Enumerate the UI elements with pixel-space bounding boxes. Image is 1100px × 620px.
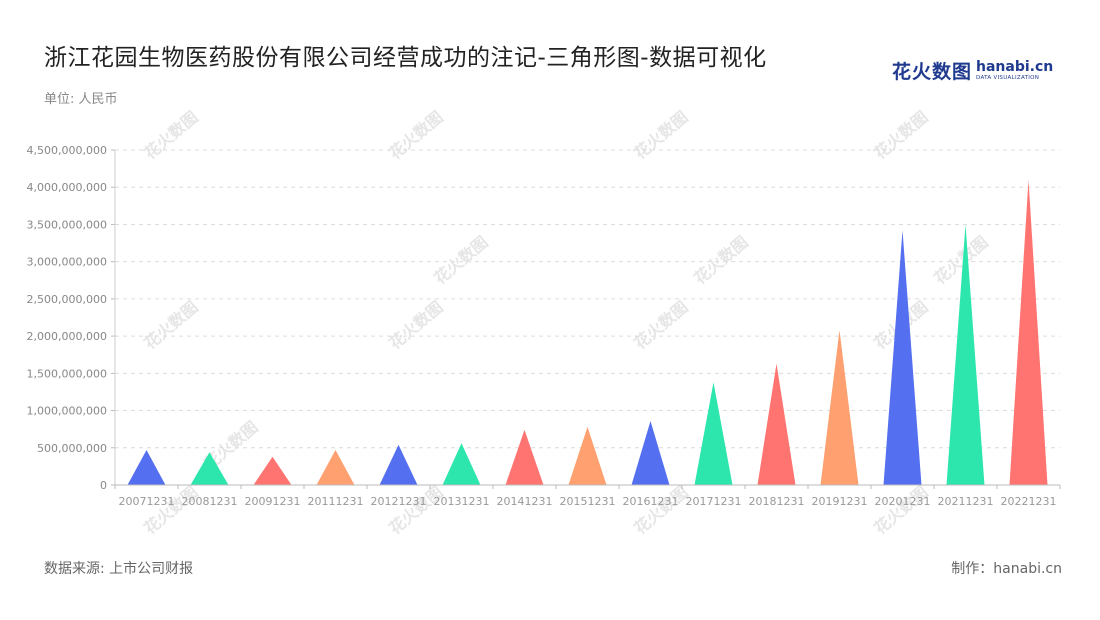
triangle-bar <box>568 426 607 485</box>
logo-tagline: DATA VISUALIZATION <box>976 74 1040 81</box>
watermark-text: 花火数图 <box>385 297 446 353</box>
watermark-text: 花火数图 <box>140 107 201 163</box>
y-tick-label: 1,000,000,000 <box>27 405 107 418</box>
chart-title: 浙江花园生物医药股份有限公司经营成功的注记-三角形图-数据可视化 <box>44 45 767 71</box>
x-tick-label: 20181231 <box>749 495 805 508</box>
x-tick-label: 20161231 <box>623 495 679 508</box>
watermark-text: 花火数图 <box>140 297 201 353</box>
watermark-text: 花火数图 <box>385 107 446 163</box>
x-tick-label: 20131231 <box>434 495 490 508</box>
triangle-marks <box>127 179 1048 485</box>
watermark-text: 花火数图 <box>630 482 691 538</box>
triangle-bar <box>883 230 922 485</box>
y-tick-label: 2,000,000,000 <box>27 330 107 343</box>
triangle-bar <box>190 452 229 485</box>
x-tick-label: 20171231 <box>686 495 742 508</box>
triangle-bar <box>127 450 166 485</box>
triangle-bar <box>253 456 292 485</box>
grid-lines <box>115 149 1060 449</box>
triangle-bar <box>379 444 418 485</box>
unit-label: 单位: 人民币 <box>44 92 118 107</box>
x-tick-label: 20081231 <box>182 495 238 508</box>
watermark-text: 花火数图 <box>930 232 991 288</box>
watermark-text: 花火数图 <box>690 232 751 288</box>
triangle-bar <box>316 450 355 485</box>
logo-en-block: hanabi.cn DATA VISUALIZATION <box>976 60 1053 82</box>
logo-en-text: hanabi.cn <box>976 58 1054 75</box>
x-tick-label: 20071231 <box>119 495 175 508</box>
triangle-bar <box>694 382 733 485</box>
y-axis: 0 500,000,000 1,000,000,000 1,500,000,000 2,… <box>27 144 116 492</box>
x-tick-label: 20201231 <box>875 495 931 508</box>
x-tick-label: 20211231 <box>938 495 994 508</box>
x-tick-label: 20151231 <box>560 495 616 508</box>
triangle-bar <box>946 224 985 485</box>
y-tick-label: 0 <box>100 479 107 492</box>
x-tick-label: 20091231 <box>245 495 301 508</box>
watermark-text: 花火数图 <box>140 482 201 538</box>
x-tick-label: 20121231 <box>371 495 427 508</box>
data-source: 数据来源: 上市公司财报 <box>44 561 194 577</box>
y-tick-label: 1,500,000,000 <box>27 367 107 380</box>
x-axis: 20071231 20081231 20091231 20111231 20121231… <box>114 484 1061 508</box>
logo-cn-text: 花火数图 <box>892 61 973 83</box>
y-tick-label: 3,500,000,000 <box>27 218 107 231</box>
x-tick-label: 20111231 <box>308 495 364 508</box>
watermark-text: 花火数图 <box>385 482 446 538</box>
triangle-bar <box>1009 179 1048 485</box>
y-tick-label: 3,000,000,000 <box>27 256 107 269</box>
x-tick-label: 20141231 <box>497 495 553 508</box>
x-tick-label: 20191231 <box>812 495 868 508</box>
y-tick-label: 4,500,000,000 <box>27 144 107 157</box>
watermark-text: 花火数图 <box>630 297 691 353</box>
y-tick-label: 2,500,000,000 <box>27 293 107 306</box>
triangle-bar <box>631 420 670 485</box>
triangle-bar <box>505 429 544 485</box>
x-tick-label: 20221231 <box>1001 495 1057 508</box>
triangle-bar <box>820 330 859 485</box>
y-tick-label: 4,000,000,000 <box>27 181 107 194</box>
watermark-text: 花火数图 <box>630 107 691 163</box>
y-tick-label: 500,000,000 <box>37 442 107 455</box>
watermark-text: 花火数图 <box>870 482 931 538</box>
triangle-bar <box>442 443 481 485</box>
brand-logo: 花火数图 hanabi.cn DATA VISUALIZATION <box>892 57 1053 84</box>
triangle-bar <box>757 363 796 485</box>
watermark-text: 花火数图 <box>870 107 931 163</box>
watermark-text: 花火数图 <box>430 232 491 288</box>
maker-credit: 制作：hanabi.cn <box>951 561 1062 577</box>
